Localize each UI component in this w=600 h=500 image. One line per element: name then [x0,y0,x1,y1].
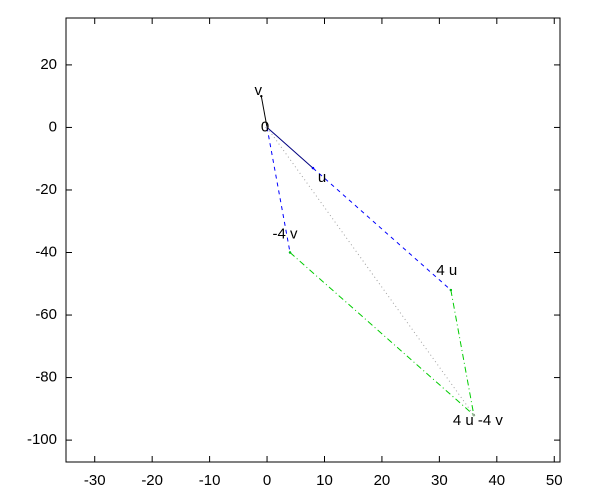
point-label: 4 u [436,262,457,279]
x-tick-label: -30 [84,472,106,489]
vector-point [265,126,269,129]
y-tick-label: -80 [35,369,57,386]
y-tick-label: -40 [35,243,57,260]
x-tick-label: 40 [488,472,505,489]
vector-point [449,288,453,292]
plot-frame [65,17,561,463]
x-tick-label: 10 [316,472,333,489]
vector-point [311,166,315,170]
vector-point [260,94,263,98]
x-tick-label: -10 [199,472,221,489]
x-tick-label: 30 [431,472,448,489]
point-label: 0 [261,118,269,135]
y-tick-label: -100 [27,431,57,448]
y-tick-label: -60 [35,306,57,323]
y-tick-label: 0 [49,118,57,135]
vector-line [266,127,314,169]
vector-line [450,289,475,416]
vector-line [260,96,268,128]
y-tick-label: 20 [40,56,57,73]
vector-point [472,413,476,417]
y-tick-label: -20 [35,181,57,198]
vector-line [289,252,475,416]
vector-line [312,167,452,291]
point-label: v [255,82,263,99]
x-tick-label: 0 [263,472,271,489]
point-label: 4 u -4 v [453,412,504,429]
vector-point [288,251,292,254]
x-tick-label: 20 [374,472,391,489]
point-label: -4 v [273,225,299,242]
vector-line [266,127,291,253]
point-label: u [318,169,326,186]
x-tick-label: -20 [141,472,163,489]
x-tick-label: 50 [546,472,563,489]
